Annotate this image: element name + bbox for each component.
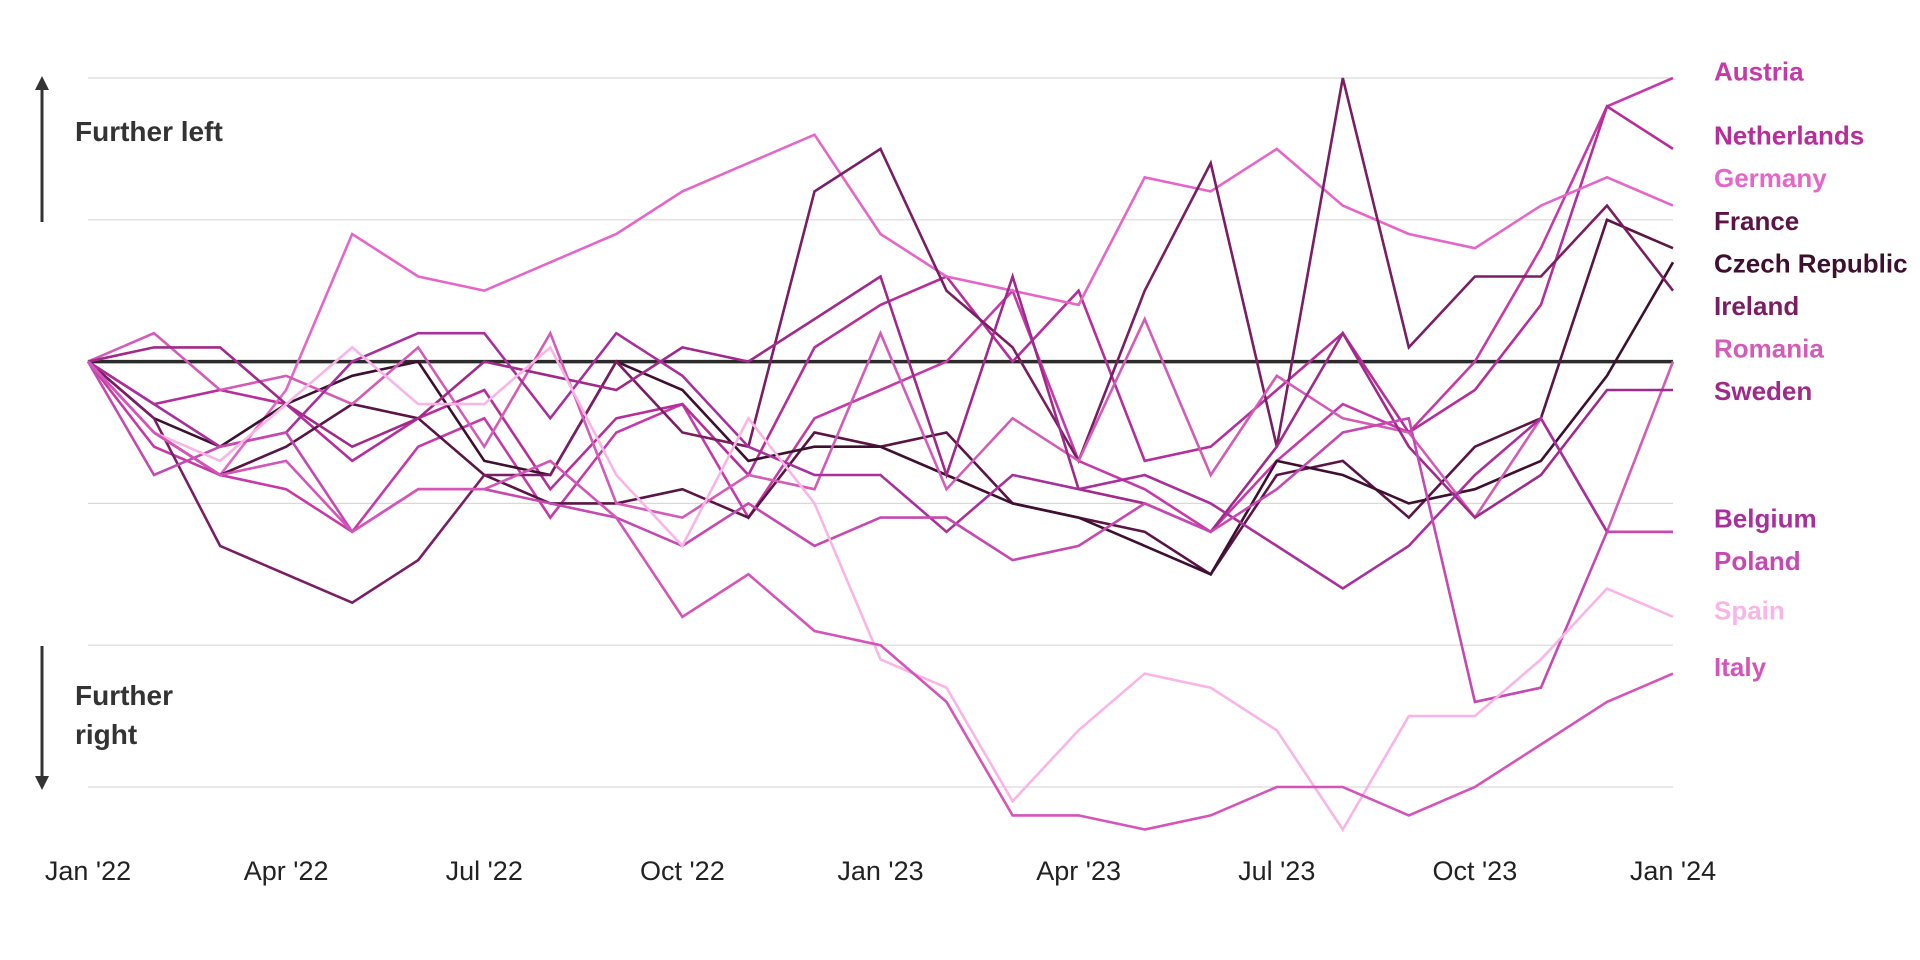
series-line-germany [87,133,1674,477]
x-tick-label: Jan '24 [1630,856,1716,886]
further-right-label-line2: right [75,719,137,750]
legend-label-romania: Romania [1714,333,1824,363]
legend-label-sweden: Sweden [1714,376,1812,406]
x-tick-label: Jul '23 [1238,856,1315,886]
x-tick-label: Jul '22 [446,856,523,886]
x-tick-label: Oct '22 [640,856,725,886]
further-left-label: Further left [75,116,223,147]
x-tick-label: Oct '23 [1433,856,1518,886]
legend-label-germany: Germany [1714,163,1827,193]
x-tick-label: Jan '22 [45,856,131,886]
series-line-romania [87,315,1675,535]
legend-label-italy: Italy [1714,652,1767,682]
series-line-france [87,218,1674,577]
x-tick-label: Apr '23 [1036,856,1121,886]
series-line-ireland [87,77,1675,605]
further-left-annotation: Further left [35,76,223,222]
legend-label-czech-republic: Czech Republic [1714,248,1908,278]
x-axis-tick-labels: Jan '22 Apr '22 Jul '22 Oct '22 Jan '23 Apr '… [45,856,1716,886]
series-line-poland [86,360,1673,704]
series-line-italy [87,360,1674,831]
gridlines [88,77,1673,788]
legend-label-austria: Austria [1714,56,1804,86]
legend-label-poland: Poland [1714,546,1801,576]
legend-label-spain: Spain [1714,595,1785,625]
x-tick-label: Jan '23 [837,856,923,886]
legend-label-france: France [1714,206,1799,236]
legend-label-belgium: Belgium [1714,504,1817,534]
legend-labels: Austria Netherlands Germany France Czech Rep… [1714,56,1908,682]
down-arrowhead-icon [35,776,49,790]
up-arrowhead-icon [35,76,49,90]
legend-label-netherlands: Netherlands [1714,121,1864,151]
legend-label-ireland: Ireland [1714,291,1799,321]
further-right-annotation: Further right [35,646,173,790]
series-line-spain [87,345,1674,832]
series-line-sweden [87,272,1673,534]
further-right-label-line1: Further [75,680,173,711]
series-lines [86,76,1675,832]
x-tick-label: Apr '22 [244,856,329,886]
series-line-belgium [87,331,1673,591]
series-line-czech-republic [87,261,1675,576]
